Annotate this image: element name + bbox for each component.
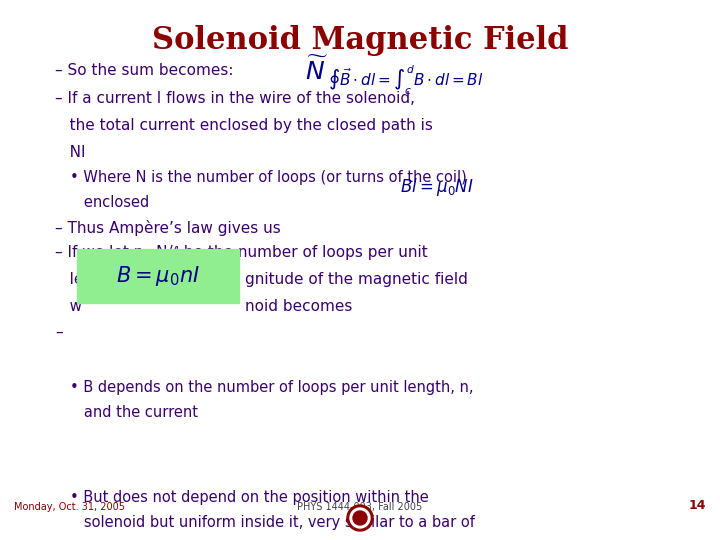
Text: – So the sum becomes:: – So the sum becomes: bbox=[55, 63, 233, 78]
Text: NI: NI bbox=[55, 145, 86, 160]
Text: • B depends on the number of loops per unit length, n,: • B depends on the number of loops per u… bbox=[70, 380, 474, 395]
Text: – Thus Ampère’s law gives us: – Thus Ampère’s law gives us bbox=[55, 220, 281, 236]
Text: and the current: and the current bbox=[70, 405, 198, 420]
Circle shape bbox=[353, 511, 367, 525]
Text: PHYS 1444-003, Fall 2005: PHYS 1444-003, Fall 2005 bbox=[297, 502, 423, 512]
Text: – If a current I flows in the wire of the solenoid,: – If a current I flows in the wire of th… bbox=[55, 91, 415, 106]
Text: • Where N is the number of loops (or turns of the coil): • Where N is the number of loops (or tur… bbox=[70, 170, 467, 185]
Text: $\widetilde{N}$: $\widetilde{N}$ bbox=[305, 57, 328, 85]
Text: noid becomes: noid becomes bbox=[245, 299, 352, 314]
Text: le: le bbox=[55, 272, 84, 287]
Text: 14: 14 bbox=[688, 499, 706, 512]
Circle shape bbox=[350, 508, 370, 528]
Text: $\oint \vec{B} \cdot dl = \int_c^d B \cdot dl = Bl$: $\oint \vec{B} \cdot dl = \int_c^d B \cd… bbox=[328, 64, 484, 97]
Text: • But does not depend on the position within the: • But does not depend on the position wi… bbox=[70, 490, 428, 505]
Text: – If we let n=N/ℓ be the number of loops per unit: – If we let n=N/ℓ be the number of loops… bbox=[55, 245, 428, 260]
Text: solenoid but uniform inside it, very similar to a bar of: solenoid but uniform inside it, very sim… bbox=[70, 515, 475, 530]
Text: $B = \mu_0 nI$: $B = \mu_0 nI$ bbox=[116, 264, 200, 288]
Text: the total current enclosed by the closed path is: the total current enclosed by the closed… bbox=[55, 118, 433, 133]
Text: Monday, Oct. 31, 2005: Monday, Oct. 31, 2005 bbox=[14, 502, 125, 512]
Circle shape bbox=[347, 505, 373, 531]
Text: enclosed: enclosed bbox=[70, 195, 149, 210]
Text: w: w bbox=[55, 299, 82, 314]
Text: Solenoid Magnetic Field: Solenoid Magnetic Field bbox=[152, 25, 568, 56]
Text: –: – bbox=[55, 325, 63, 340]
Text: gnitude of the magnetic field: gnitude of the magnetic field bbox=[245, 272, 468, 287]
Text: $Bl = \mu_0 NI$: $Bl = \mu_0 NI$ bbox=[400, 176, 474, 198]
FancyBboxPatch shape bbox=[77, 249, 239, 303]
